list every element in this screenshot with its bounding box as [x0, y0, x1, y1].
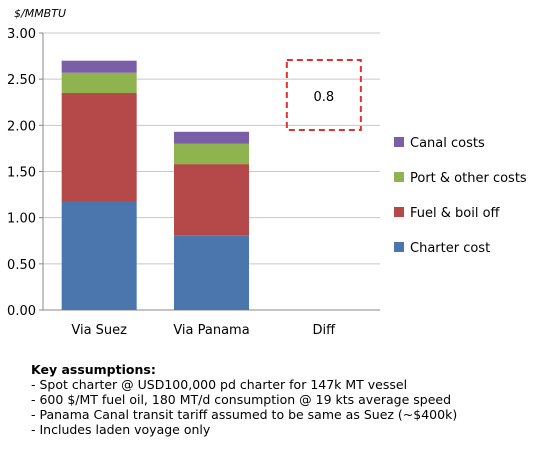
legend-label: Charter cost: [410, 241, 490, 256]
legend-label: Canal costs: [410, 136, 485, 151]
diff-annotation: 0.8: [285, 59, 362, 131]
y-axis-unit-label: $/MMBTU: [14, 7, 66, 20]
x-tick-label: Via Panama: [173, 323, 249, 338]
bar-segments: [61, 60, 249, 310]
notes-line: - Spot charter @ USD100,000 pd charter f…: [31, 377, 408, 392]
y-tick-label: 1.50: [7, 166, 36, 181]
y-tick-label: 2.00: [7, 119, 36, 134]
bar-segment: [174, 235, 249, 310]
y-tick-label: 2.50: [7, 73, 36, 88]
x-tick-label: Via Suez: [71, 323, 127, 338]
legend-label: Fuel & boil off: [410, 206, 501, 221]
y-tick-label: 0.00: [7, 304, 36, 319]
bar-segment: [174, 143, 249, 165]
y-tick-label: 1.00: [7, 212, 36, 227]
bar-segment: [61, 60, 137, 73]
diff-box: [285, 59, 362, 131]
notes-heading: Key assumptions:: [31, 362, 156, 377]
bar-segment: [174, 164, 249, 236]
legend-swatch: [394, 137, 404, 147]
y-tick-label: 0.50: [7, 258, 36, 273]
x-tick-label: Diff: [313, 323, 337, 338]
bar-segment: [174, 131, 249, 144]
legend-swatch: [394, 207, 404, 217]
legend-swatch: [394, 172, 404, 182]
x-axis-ticks: Via Suez Via Panama Diff: [71, 323, 336, 338]
legend: Canal costs Port & other costs Fuel & boil…: [394, 136, 527, 256]
diff-value: 0.8: [313, 90, 334, 105]
bar-segment: [61, 201, 137, 310]
y-tick-label: 3.00: [7, 27, 36, 42]
y-axis-ticks: 0.00 0.50 1.00 1.50 2.00 2.50 3.00: [7, 27, 36, 319]
legend-label: Port & other costs: [410, 171, 527, 186]
notes-line: - Includes laden voyage only: [31, 422, 211, 437]
notes-line: - Panama Canal transit tariff assumed to…: [31, 407, 458, 422]
legend-swatch: [394, 242, 404, 252]
notes-line: - 600 $/MT fuel oil, 180 MT/d consumptio…: [31, 392, 452, 407]
bar-segment: [61, 93, 137, 202]
key-assumptions: Key assumptions: - Spot charter @ USD100…: [31, 362, 536, 437]
bar-segment: [61, 72, 137, 94]
stacked-bar-chart: $/MMBTU 0.00 0.50 1.00 1.50 2.00 2.50 3.00 Via…: [7, 7, 527, 338]
